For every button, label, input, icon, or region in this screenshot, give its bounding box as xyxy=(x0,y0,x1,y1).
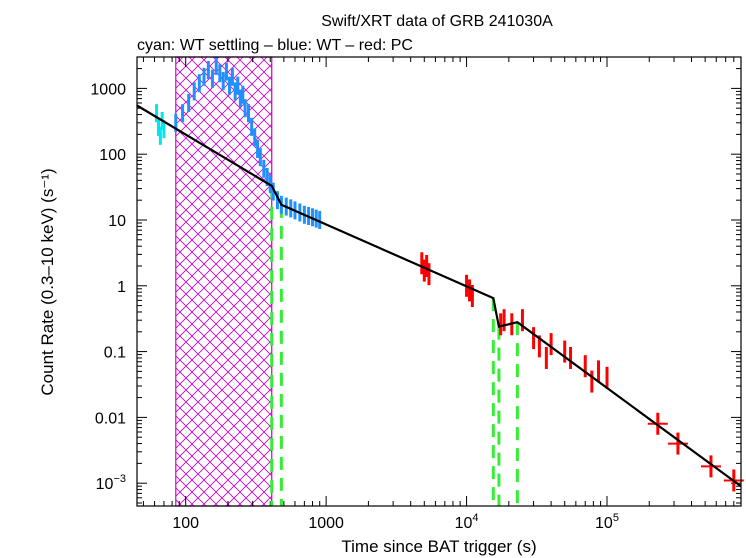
y-tick-label: 0.01 xyxy=(95,410,126,427)
x-tick-label: 1000 xyxy=(308,515,344,532)
y-tick-label-exponent: −3 xyxy=(113,473,126,485)
x-tick-label-exponent: 5 xyxy=(613,512,619,524)
chart-title: Swift/XRT data of GRB 241030A xyxy=(321,13,553,30)
y-tick-label: 1000 xyxy=(90,81,126,98)
y-tick-label: 1 xyxy=(117,279,126,296)
x-axis-label: Time since BAT trigger (s) xyxy=(341,537,536,556)
excluded-interval xyxy=(175,56,273,507)
y-tick-label: 10 xyxy=(108,213,126,230)
x-tick-label: 105 xyxy=(595,512,619,532)
x-tick-label-exponent: 4 xyxy=(472,512,478,524)
break-lines xyxy=(270,185,519,506)
y-tick-label: 100 xyxy=(99,147,126,164)
tick-labels: 100 1000 104 105 1000 100 10 1 0.1 0.01 10−3 xyxy=(90,81,619,532)
chart-subtitle: cyan: WT settling – blue: WT – red: PC xyxy=(137,37,413,54)
y-axis-label: Count Rate (0.3–10 keV) (s⁻¹) xyxy=(38,168,57,395)
plot-frame xyxy=(136,56,742,507)
series-wt-settling xyxy=(155,104,166,145)
model-fit xyxy=(136,104,742,488)
x-tick-label: 104 xyxy=(455,512,479,532)
x-tick-label: 100 xyxy=(172,515,199,532)
excluded-interval-box xyxy=(175,56,273,507)
model-fit-line xyxy=(136,104,742,488)
tick-marks xyxy=(137,56,742,506)
y-tick-label: 10−3 xyxy=(96,473,126,493)
y-tick-label: 0.1 xyxy=(104,345,126,362)
